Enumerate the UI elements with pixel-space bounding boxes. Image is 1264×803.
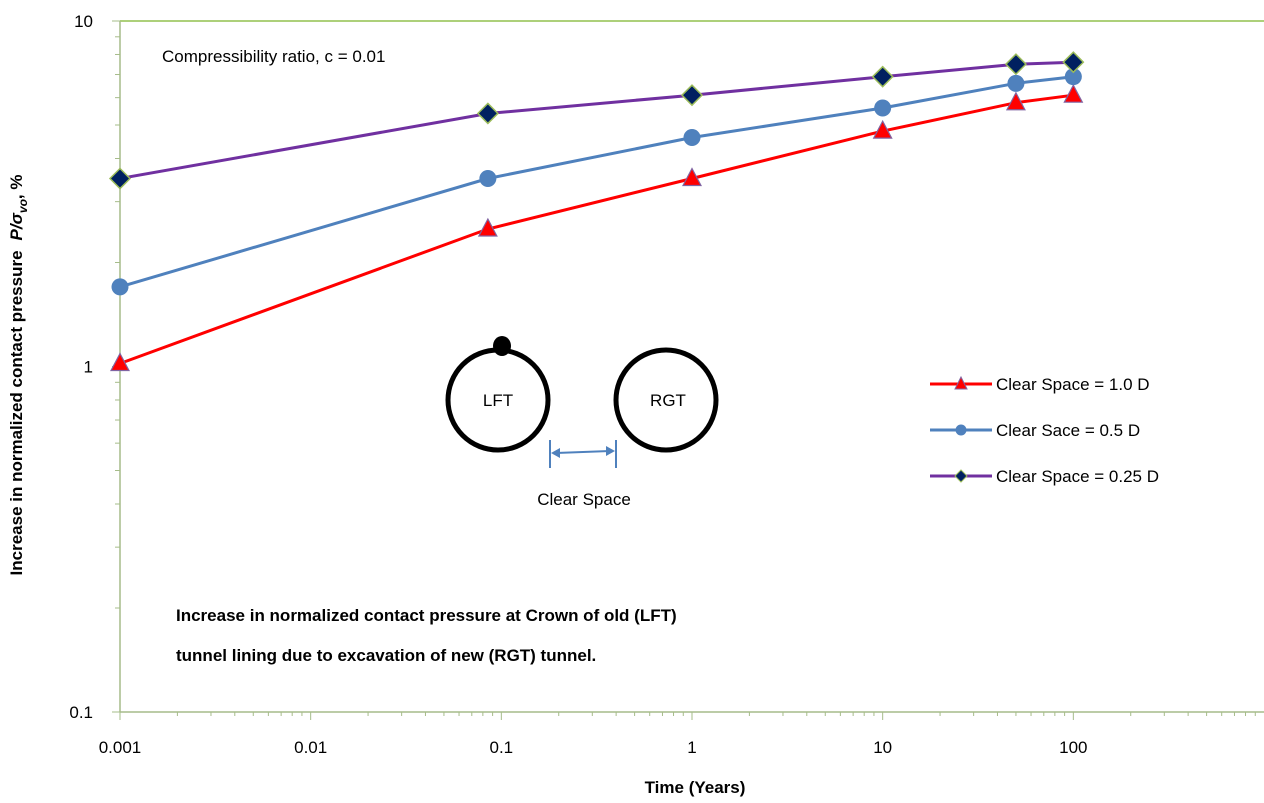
right-tunnel-label: RGT	[650, 391, 686, 410]
series-1-point	[1005, 91, 1026, 111]
y-axis-title: Increase in normalized contact pressure P…	[7, 175, 30, 576]
series-3-point	[871, 65, 894, 88]
axes: 0.1 1 10 0.001 0.01 0.1 1 10 100	[69, 12, 1264, 757]
series-1-point	[872, 119, 893, 139]
legend-item-1: Clear Space = 1.0 D	[930, 375, 1150, 394]
series-3-point	[1062, 51, 1085, 74]
crown-marker	[493, 336, 511, 356]
series-3	[108, 51, 1085, 190]
x-tick-label: 0.01	[294, 738, 327, 757]
series-2-point	[479, 170, 497, 188]
legend-item-3: Clear Space = 0.25 D	[930, 467, 1159, 486]
legend-label: Clear Space = 0.25 D	[996, 467, 1159, 486]
right-tunnel-circle	[613, 347, 719, 453]
y-axis-title-text: Increase in normalized contact pressure	[7, 250, 26, 575]
series-layer	[108, 51, 1085, 372]
legend: Clear Space = 1.0 D Clear Sace = 0.5 D Cle…	[930, 375, 1159, 486]
y-tick-label: 10	[74, 12, 93, 31]
left-tunnel-label: LFT	[483, 391, 513, 410]
y-axis-title-sub: vo	[16, 199, 30, 213]
series-2-line	[119, 75, 1074, 289]
series-2-point	[874, 99, 892, 117]
caption-line-2: tunnel lining due to excavation of new (…	[176, 646, 596, 665]
series-3-point	[108, 167, 132, 190]
y-axis-title-suffix: , %	[7, 175, 26, 200]
x-axis-title: Time (Years)	[645, 778, 746, 797]
x-tick-label: 0.1	[490, 738, 514, 757]
y-axis-title-math: P/σ	[7, 212, 26, 240]
series-1-point	[1063, 83, 1084, 103]
series-1-point	[110, 352, 130, 372]
series-1	[110, 83, 1084, 372]
x-tick-label: 1	[687, 738, 696, 757]
y-tick-label: 0.1	[69, 703, 93, 722]
clear-space-label: Clear Space	[537, 490, 631, 509]
caption-line-1: Increase in normalized contact pressure …	[176, 606, 677, 625]
compressibility-annotation: Compressibility ratio, c = 0.01	[162, 47, 385, 66]
legend-swatch-marker	[954, 469, 968, 483]
series-1-point	[682, 167, 702, 187]
legend-label: Clear Sace = 0.5 D	[996, 421, 1140, 440]
legend-item-2: Clear Sace = 0.5 D	[930, 421, 1140, 440]
series-2-point	[1007, 74, 1025, 92]
x-tick-label: 0.001	[99, 738, 142, 757]
y-tick-label: 1	[84, 358, 93, 377]
x-tick-label: 100	[1059, 738, 1087, 757]
series-3-point	[680, 84, 704, 107]
series-3-point	[1004, 53, 1027, 76]
series-1-line	[119, 93, 1074, 365]
space-arrow-head-left	[551, 448, 560, 458]
series-2-point	[1064, 68, 1082, 86]
series-2	[111, 68, 1082, 296]
legend-label: Clear Space = 1.0 D	[996, 375, 1150, 394]
series-2-point	[111, 278, 129, 296]
space-arrow-head-right	[606, 446, 615, 456]
tunnel-diagram: LFT RGT Clear Space	[445, 336, 719, 509]
series-2-point	[683, 129, 701, 147]
series-3-point	[476, 102, 499, 125]
legend-swatch-marker	[955, 424, 967, 436]
legend-swatch-marker	[954, 375, 968, 390]
x-tick-label: 10	[873, 738, 892, 757]
space-arrow-line	[555, 450, 611, 454]
series-1-point	[477, 217, 498, 237]
